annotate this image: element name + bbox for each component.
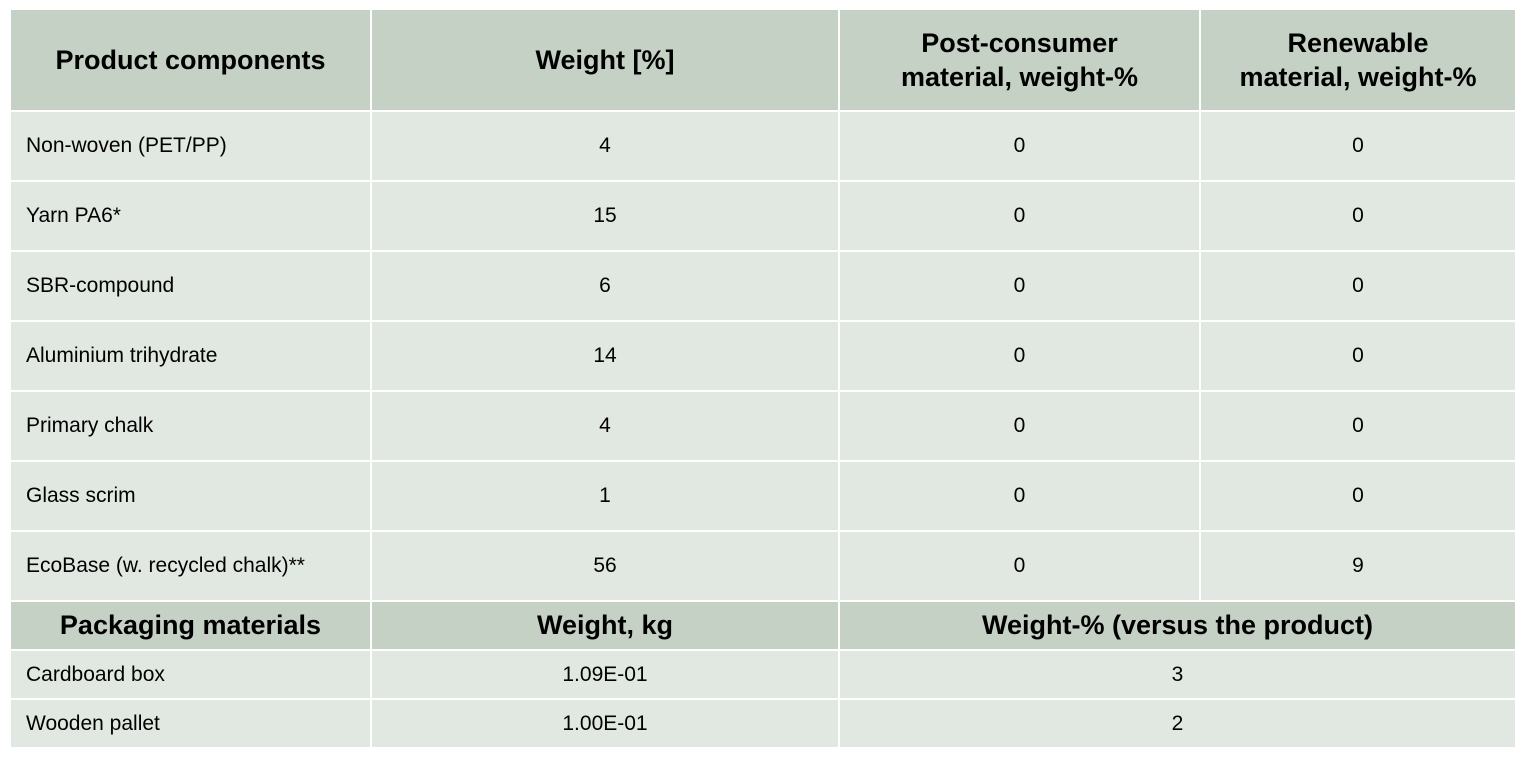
component-post-consumer: 0 bbox=[838, 460, 1201, 532]
packaging-weight-kg: 1.00E-01 bbox=[370, 698, 840, 749]
table-row: Cardboard box 1.09E-01 3 bbox=[9, 649, 1517, 700]
component-name: EcoBase (w. recycled chalk)** bbox=[9, 530, 372, 602]
header-post-consumer-line2: material, weight-% bbox=[900, 62, 1139, 92]
component-renewable: 0 bbox=[1199, 110, 1517, 182]
packaging-weight-pct: 2 bbox=[838, 698, 1517, 749]
component-renewable: 9 bbox=[1199, 530, 1517, 602]
header-renewable: Renewable material, weight-% bbox=[1199, 8, 1517, 112]
component-post-consumer: 0 bbox=[838, 250, 1201, 322]
component-weight: 56 bbox=[370, 530, 840, 602]
component-weight: 4 bbox=[370, 110, 840, 182]
packaging-weight-pct: 3 bbox=[838, 649, 1517, 700]
component-name: Yarn PA6* bbox=[9, 180, 372, 252]
header-product-components: Product components bbox=[9, 8, 372, 112]
component-name: Aluminium trihydrate bbox=[9, 320, 372, 392]
component-post-consumer: 0 bbox=[838, 390, 1201, 462]
component-weight: 14 bbox=[370, 320, 840, 392]
component-renewable: 0 bbox=[1199, 390, 1517, 462]
header-weight-percent: Weight [%] bbox=[370, 8, 840, 112]
component-renewable: 0 bbox=[1199, 460, 1517, 532]
packaging-name: Cardboard box bbox=[9, 649, 372, 700]
component-post-consumer: 0 bbox=[838, 530, 1201, 602]
header-post-consumer-line1: Post-consumer bbox=[921, 28, 1118, 58]
component-post-consumer: 0 bbox=[838, 320, 1201, 392]
composition-table-container: Product components Weight [%] Post-consu… bbox=[9, 8, 1517, 749]
component-renewable: 0 bbox=[1199, 320, 1517, 392]
component-name: Glass scrim bbox=[9, 460, 372, 532]
header-weight-kg: Weight, kg bbox=[370, 600, 840, 651]
component-weight: 6 bbox=[370, 250, 840, 322]
table-row: Primary chalk 4 0 0 bbox=[9, 390, 1517, 462]
packaging-header-row: Packaging materials Weight, kg Weight-% … bbox=[9, 600, 1517, 651]
component-weight: 15 bbox=[370, 180, 840, 252]
packaging-name: Wooden pallet bbox=[9, 698, 372, 749]
component-name: Primary chalk bbox=[9, 390, 372, 462]
table-row: Yarn PA6* 15 0 0 bbox=[9, 180, 1517, 252]
table-row: SBR-compound 6 0 0 bbox=[9, 250, 1517, 322]
table-row: EcoBase (w. recycled chalk)** 56 0 9 bbox=[9, 530, 1517, 602]
header-renewable-line2: material, weight-% bbox=[1239, 62, 1477, 92]
component-post-consumer: 0 bbox=[838, 180, 1201, 252]
component-weight: 4 bbox=[370, 390, 840, 462]
table-row: Glass scrim 1 0 0 bbox=[9, 460, 1517, 532]
table-row: Wooden pallet 1.00E-01 2 bbox=[9, 698, 1517, 749]
header-packaging-materials: Packaging materials bbox=[9, 600, 372, 651]
component-post-consumer: 0 bbox=[838, 110, 1201, 182]
header-weight-pct-versus-product: Weight-% (versus the product) bbox=[838, 600, 1517, 651]
product-header-row: Product components Weight [%] Post-consu… bbox=[9, 8, 1517, 112]
header-post-consumer: Post-consumer material, weight-% bbox=[838, 8, 1201, 112]
composition-table: Product components Weight [%] Post-consu… bbox=[9, 8, 1517, 749]
component-renewable: 0 bbox=[1199, 180, 1517, 252]
component-weight: 1 bbox=[370, 460, 840, 532]
component-name: SBR-compound bbox=[9, 250, 372, 322]
packaging-weight-kg: 1.09E-01 bbox=[370, 649, 840, 700]
component-name: Non-woven (PET/PP) bbox=[9, 110, 372, 182]
table-row: Aluminium trihydrate 14 0 0 bbox=[9, 320, 1517, 392]
table-row: Non-woven (PET/PP) 4 0 0 bbox=[9, 110, 1517, 182]
header-renewable-line1: Renewable bbox=[1287, 28, 1429, 58]
component-renewable: 0 bbox=[1199, 250, 1517, 322]
